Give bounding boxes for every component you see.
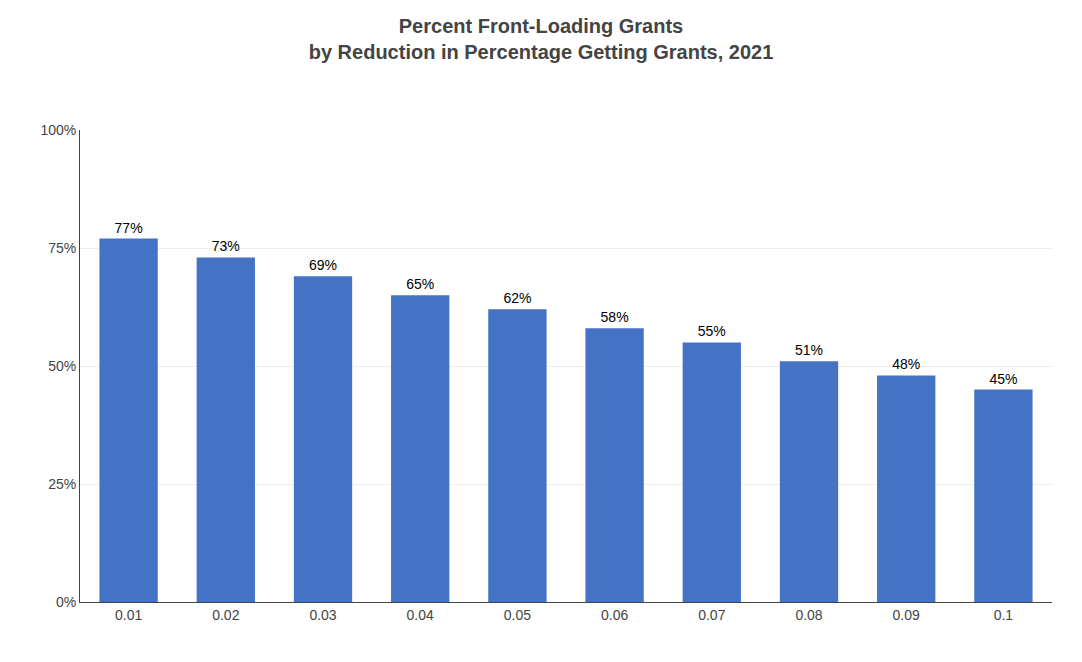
svg-text:65%: 65% [406, 276, 434, 292]
svg-text:0.03: 0.03 [309, 607, 336, 623]
svg-text:55%: 55% [698, 323, 726, 339]
svg-text:100%: 100% [40, 122, 76, 138]
svg-text:0.08: 0.08 [795, 607, 822, 623]
svg-text:51%: 51% [795, 342, 823, 358]
svg-text:25%: 25% [48, 476, 76, 492]
svg-text:77%: 77% [115, 220, 143, 236]
svg-text:0.07: 0.07 [698, 607, 725, 623]
svg-text:0.06: 0.06 [601, 607, 628, 623]
svg-text:73%: 73% [212, 238, 240, 254]
svg-text:69%: 69% [309, 257, 337, 273]
svg-text:45%: 45% [989, 371, 1017, 387]
svg-text:58%: 58% [601, 309, 629, 325]
svg-text:0%: 0% [56, 594, 76, 610]
svg-text:0.1: 0.1 [994, 607, 1014, 623]
svg-text:62%: 62% [503, 290, 531, 306]
svg-text:0.05: 0.05 [504, 607, 531, 623]
svg-text:0.09: 0.09 [893, 607, 920, 623]
svg-text:Percent Front-Loading Grantsby: Percent Front-Loading Grantsby Reduction… [309, 15, 774, 63]
svg-text:0.01: 0.01 [115, 607, 142, 623]
svg-text:75%: 75% [48, 240, 76, 256]
svg-text:0.02: 0.02 [212, 607, 239, 623]
svg-text:50%: 50% [48, 358, 76, 374]
svg-text:48%: 48% [892, 356, 920, 372]
svg-text:0.04: 0.04 [407, 607, 434, 623]
